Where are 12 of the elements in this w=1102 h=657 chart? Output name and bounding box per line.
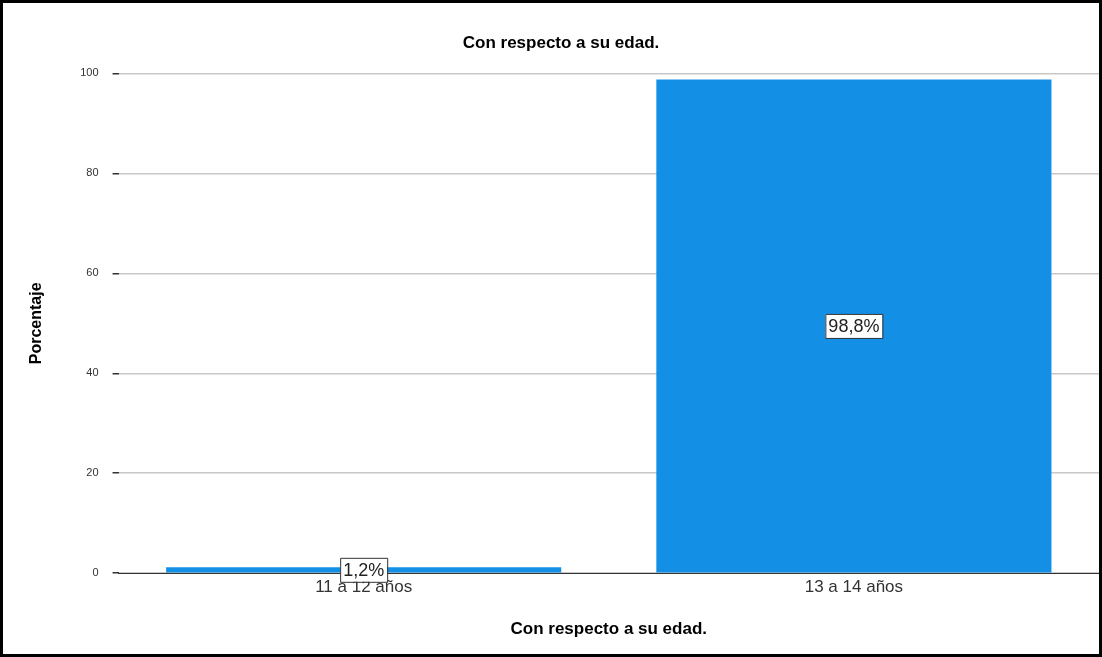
y-tick-label: 40	[86, 366, 99, 379]
data-label: 1,2%	[343, 559, 385, 580]
x-axis-title: Con respecto a su edad.	[510, 619, 708, 639]
y-tick-label: 20	[86, 466, 99, 479]
y-tick-label: 60	[86, 266, 99, 279]
chart-title: Con respecto a su edad.	[462, 32, 660, 52]
y-tick-label: 0	[92, 566, 99, 579]
y-tick-label: 80	[86, 166, 99, 179]
data-label: 98,8%	[828, 315, 880, 336]
y-tick-label: 100	[80, 66, 99, 79]
x-tick-label: 13 a 14 años	[804, 577, 904, 597]
y-axis-title: Porcentaje	[27, 282, 45, 365]
